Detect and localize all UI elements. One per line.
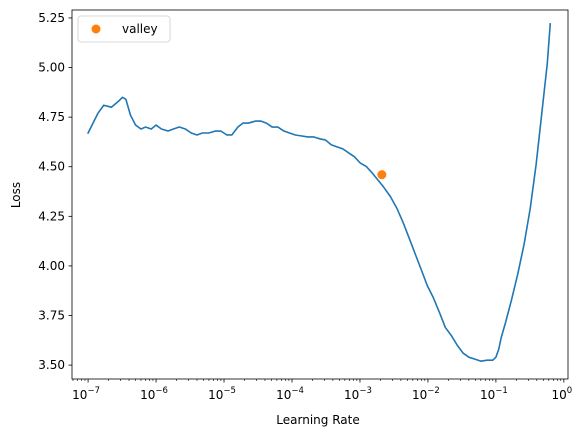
legend-box bbox=[77, 15, 171, 43]
x-axis-title: Learning Rate bbox=[276, 413, 359, 427]
axes bbox=[71, 9, 569, 380]
legend: valley bbox=[77, 15, 171, 43]
x-tick-label: 10−3 bbox=[344, 386, 372, 402]
x-tick-label: 100 bbox=[552, 386, 573, 402]
y-axis-title: Loss bbox=[9, 182, 23, 208]
y-tick-label: 4.00 bbox=[38, 259, 65, 273]
y-tick-label: 4.25 bbox=[38, 209, 65, 223]
y-tick-label: 5.00 bbox=[38, 61, 65, 75]
valley-marker bbox=[377, 170, 387, 180]
legend-valley-marker bbox=[91, 24, 101, 34]
y-axis-ticks: 3.50 3.75 4.00 4.25 4.50 4.75 5.00 5.25 bbox=[38, 11, 72, 372]
y-tick-label: 4.75 bbox=[38, 110, 65, 124]
x-tick-label: 10−7 bbox=[72, 386, 100, 402]
x-axis-ticks: 10−7 10−6 10−5 10−4 10−3 10−2 10−1 100 bbox=[72, 379, 572, 402]
y-tick-label: 5.25 bbox=[38, 11, 65, 25]
plot-area bbox=[87, 23, 552, 362]
y-tick-label: 4.50 bbox=[38, 160, 65, 174]
x-tick-label: 10−2 bbox=[412, 386, 440, 402]
x-tick-label: 10−4 bbox=[276, 386, 304, 402]
x-tick-label: 10−1 bbox=[480, 386, 508, 402]
legend-label-valley: valley bbox=[122, 22, 158, 36]
y-tick-label: 3.50 bbox=[38, 358, 65, 372]
x-tick-label: 10−6 bbox=[140, 386, 168, 402]
y-tick-label: 3.75 bbox=[38, 309, 65, 323]
loss-series-line bbox=[87, 23, 552, 362]
axes-frame bbox=[71, 9, 569, 380]
x-tick-label: 10−5 bbox=[208, 386, 236, 402]
